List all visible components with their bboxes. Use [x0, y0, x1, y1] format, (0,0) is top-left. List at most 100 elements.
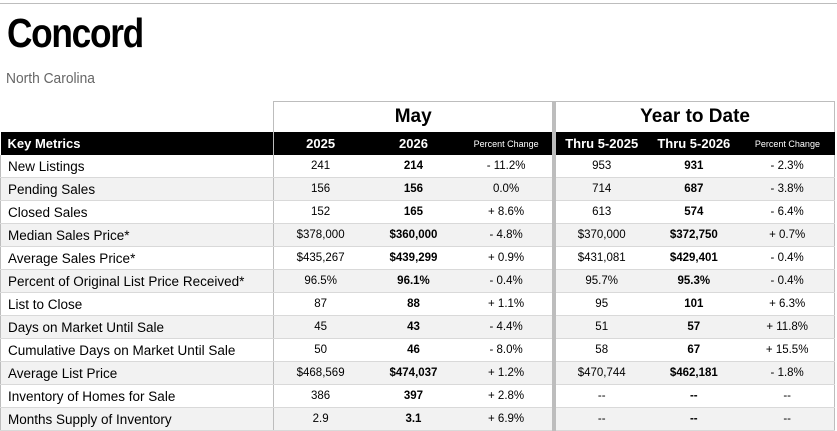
column-header-ytd-cur: Thru 5-2026	[647, 132, 741, 155]
table-row: Average List Price $468,569 $474,037 + 1…	[0, 361, 836, 385]
month-prev-value: $378,000	[273, 223, 367, 247]
ytd-cur-value: $429,401	[647, 246, 741, 270]
table-row: Days on Market Until Sale 45 43 - 4.4% 5…	[0, 315, 836, 339]
ytd-cur-value: 67	[647, 338, 741, 362]
metric-label: Average Sales Price*	[0, 246, 274, 270]
ytd-pct-change: + 0.7%	[740, 223, 836, 247]
ytd-prev-value: 51	[552, 315, 648, 339]
group-header-row: May Year to Date	[1, 101, 836, 133]
month-pct-change: + 6.9%	[460, 407, 555, 431]
ytd-prev-value: 95.7%	[552, 269, 648, 293]
ytd-prev-value: 714	[552, 177, 648, 201]
month-cur-value: 96.1%	[366, 269, 461, 293]
month-cur-value: 88	[366, 292, 461, 316]
ytd-cur-value: 931	[647, 155, 741, 178]
table-row: Pending Sales 156 156 0.0% 714 687 - 3.8…	[0, 177, 836, 201]
metric-label: Closed Sales	[0, 200, 274, 224]
month-pct-change: - 8.0%	[460, 338, 555, 362]
metric-label: List to Close	[0, 292, 274, 316]
month-prev-value: 87	[273, 292, 367, 316]
ytd-pct-change: - 0.4%	[740, 269, 836, 293]
table-row: List to Close 87 88 + 1.1% 95 101 + 6.3%	[0, 292, 836, 316]
column-header-ytd-pct: Percent Change	[740, 132, 835, 155]
ytd-cur-value: 574	[647, 200, 741, 224]
column-header-ytd-prev: Thru 5-2025	[552, 132, 648, 155]
month-pct-change: + 8.6%	[460, 200, 555, 224]
ytd-pct-change: --	[740, 407, 836, 431]
month-cur-value: 397	[366, 384, 461, 408]
month-prev-value: 152	[273, 200, 367, 224]
metric-label: Percent of Original List Price Received*	[0, 269, 274, 293]
month-cur-value: $474,037	[366, 361, 461, 385]
metric-label: Days on Market Until Sale	[0, 315, 274, 339]
top-divider	[0, 3, 837, 4]
month-pct-change: - 4.4%	[460, 315, 555, 339]
ytd-pct-change: + 6.3%	[740, 292, 836, 316]
page-subtitle: North Carolina	[6, 70, 95, 87]
ytd-pct-change: - 0.4%	[740, 246, 836, 270]
month-prev-value: $435,267	[273, 246, 367, 270]
table-row: Average Sales Price* $435,267 $439,299 +…	[0, 246, 836, 270]
month-pct-change: + 1.1%	[460, 292, 555, 316]
column-header-month-pct: Percent Change	[460, 132, 555, 155]
month-prev-value: 241	[273, 155, 367, 178]
month-cur-value: 156	[366, 177, 461, 201]
ytd-prev-value: --	[552, 384, 648, 408]
ytd-prev-value: $370,000	[552, 223, 648, 247]
ytd-prev-value: --	[552, 407, 648, 431]
month-cur-value: 214	[366, 155, 461, 178]
group-header-blank	[1, 102, 274, 133]
month-pct-change: + 1.2%	[460, 361, 555, 385]
metric-label: Median Sales Price*	[0, 223, 274, 247]
month-pct-change: + 2.8%	[460, 384, 555, 408]
column-header-month-prev: 2025	[273, 132, 367, 155]
group-header-ytd: Year to Date	[552, 101, 836, 132]
metric-label: New Listings	[0, 155, 274, 178]
month-pct-change: - 0.4%	[460, 269, 555, 293]
metric-label: Average List Price	[0, 361, 274, 385]
ytd-pct-change: + 11.8%	[740, 315, 836, 339]
metric-label: Cumulative Days on Market Until Sale	[0, 338, 274, 362]
table-row: Months Supply of Inventory 2.9 3.1 + 6.9…	[0, 407, 836, 431]
table-row: Cumulative Days on Market Until Sale 50 …	[0, 338, 836, 362]
table-row: New Listings 241 214 - 11.2% 953 931 - 2…	[0, 155, 836, 178]
ytd-prev-value: $470,744	[552, 361, 648, 385]
month-cur-value: 3.1	[366, 407, 461, 431]
month-prev-value: 156	[273, 177, 367, 201]
ytd-cur-value: 101	[647, 292, 741, 316]
ytd-prev-value: $431,081	[552, 246, 648, 270]
ytd-pct-change: - 1.8%	[740, 361, 836, 385]
column-header-month-cur: 2026	[366, 132, 461, 155]
month-pct-change: 0.0%	[460, 177, 555, 201]
ytd-prev-value: 613	[552, 200, 648, 224]
ytd-prev-value: 58	[552, 338, 648, 362]
page-title: Concord	[7, 10, 144, 56]
ytd-cur-value: $462,181	[647, 361, 741, 385]
metric-label: Months Supply of Inventory	[0, 407, 274, 431]
group-header-may: May	[273, 101, 555, 132]
ytd-prev-value: 953	[552, 155, 648, 178]
metric-label: Inventory of Homes for Sale	[0, 384, 274, 408]
month-pct-change: - 11.2%	[460, 155, 555, 178]
month-pct-change: + 0.9%	[460, 246, 555, 270]
ytd-pct-change: - 2.3%	[740, 155, 836, 178]
month-prev-value: 45	[273, 315, 367, 339]
table-row: Closed Sales 152 165 + 8.6% 613 574 - 6.…	[0, 200, 836, 224]
column-header-row: Key Metrics 2025 2026 Percent Change Thr…	[0, 132, 835, 155]
ytd-cur-value: --	[647, 384, 741, 408]
ytd-pct-change: --	[740, 384, 836, 408]
month-prev-value: 50	[273, 338, 367, 362]
key-metrics-table: May Year to Date Key Metrics 2025 2026 P…	[0, 101, 836, 431]
ytd-cur-value: 95.3%	[647, 269, 741, 293]
column-header-metric: Key Metrics	[0, 132, 274, 155]
month-pct-change: - 4.8%	[460, 223, 555, 247]
table-row: Percent of Original List Price Received*…	[0, 269, 836, 293]
month-cur-value: 43	[366, 315, 461, 339]
month-prev-value: 2.9	[273, 407, 367, 431]
month-cur-value: $360,000	[366, 223, 461, 247]
ytd-pct-change: + 15.5%	[740, 338, 836, 362]
month-prev-value: $468,569	[273, 361, 367, 385]
ytd-cur-value: 687	[647, 177, 741, 201]
ytd-cur-value: --	[647, 407, 741, 431]
month-cur-value: 165	[366, 200, 461, 224]
